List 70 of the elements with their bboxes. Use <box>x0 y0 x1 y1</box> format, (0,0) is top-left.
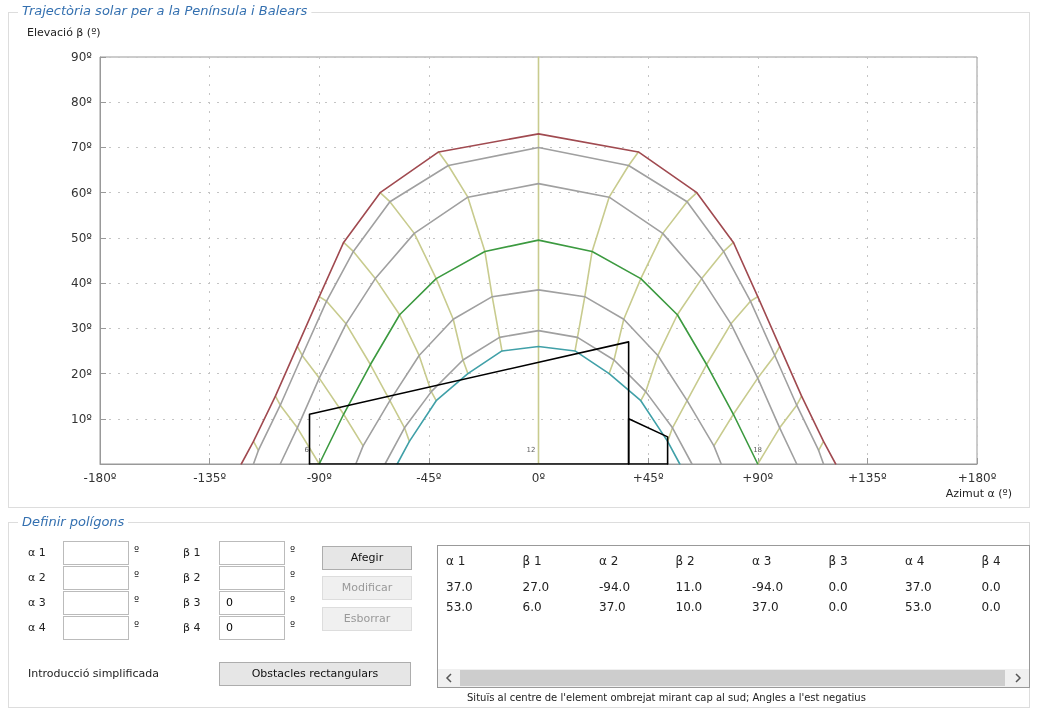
text: Definir polígons <box>18 514 129 529</box>
text: 53.0 <box>905 600 932 614</box>
text: 0.0 <box>981 600 1001 614</box>
y-tick-label: 40º <box>71 276 93 291</box>
text: 27.0 <box>522 580 550 594</box>
text: º <box>134 594 140 607</box>
y-tick-label: 90º <box>71 50 93 64</box>
category-label: β 3 <box>828 554 848 568</box>
text: 37.0 <box>446 580 473 594</box>
y-tick-label: 30º <box>71 321 93 336</box>
text: α 3 <box>28 596 46 609</box>
y-tick-label: 80º <box>71 95 93 110</box>
text: º <box>134 619 140 632</box>
text: α 1 <box>28 546 46 559</box>
text: 6.0 <box>522 600 542 614</box>
y-tick-label: 20º <box>71 366 93 381</box>
button: Esborrar <box>322 607 412 631</box>
category-label: β 2 <box>675 554 695 568</box>
category-label: α 1 <box>446 554 466 568</box>
y-tick-label: 10º <box>71 411 93 426</box>
text: 53.0 <box>446 600 473 614</box>
y-tick-label: 50º <box>71 230 93 245</box>
text: º <box>290 619 296 632</box>
text: β 4 <box>183 621 201 634</box>
x-tick-label: +90º <box>742 471 774 485</box>
button: Afegir <box>322 546 412 570</box>
text: º <box>290 544 296 557</box>
category-label: α 2 <box>599 554 619 568</box>
text: -94.0 <box>599 580 631 594</box>
y-tick-label: 70º <box>71 140 93 155</box>
text: º <box>290 569 296 582</box>
text-field: 0 <box>219 591 285 615</box>
text: 37.0 <box>599 600 626 614</box>
text: 10.0 <box>675 600 703 614</box>
text: 11.0 <box>675 580 703 594</box>
category-label: α 3 <box>752 554 772 568</box>
x-axis-title: Azimut α (º) <box>945 487 1013 500</box>
category-label: β 1 <box>522 554 542 568</box>
y-tick-label: 60º <box>71 185 93 200</box>
x-tick-label: -45º <box>416 471 442 485</box>
chart-title: Trajectòria solar per a la Península i Balears <box>22 3 308 18</box>
x-tick-label: +135º <box>848 471 888 485</box>
x-tick-label: -90º <box>306 471 333 485</box>
text: α 2 <box>28 571 46 584</box>
text: α 4 <box>28 621 46 634</box>
text: Introducció simplificada <box>28 667 159 680</box>
text: β 1 <box>183 546 201 559</box>
text: 0.0 <box>828 580 848 594</box>
text: 0.0 <box>981 580 1001 594</box>
text: 0.0 <box>828 600 848 614</box>
text: º <box>290 594 296 607</box>
button: Modificar <box>322 576 412 600</box>
x-tick-label: -180º <box>83 471 117 485</box>
text: 37.0 <box>905 580 932 594</box>
text: β 3 <box>183 596 201 609</box>
text: º <box>134 569 140 582</box>
x-tick-label: +180º <box>957 471 997 485</box>
x-tick-label: -135º <box>193 471 227 485</box>
text-field: 0 <box>219 616 285 640</box>
x-tick-label: 0º <box>531 471 546 485</box>
category-label: β 4 <box>981 554 1001 568</box>
text: β 2 <box>183 571 201 584</box>
text: º <box>134 544 140 557</box>
category-label: α 4 <box>905 554 925 568</box>
y-axis-title: Elevació β (º) <box>27 26 101 39</box>
x-tick-label: +45º <box>632 471 664 485</box>
button: Obstacles rectangulars <box>219 662 411 686</box>
text: -94.0 <box>752 580 784 594</box>
text: 37.0 <box>752 600 779 614</box>
text: Situïs al centre de l'element ombrejat mirant cap al sud; Angles a l'est negatius <box>467 692 866 703</box>
